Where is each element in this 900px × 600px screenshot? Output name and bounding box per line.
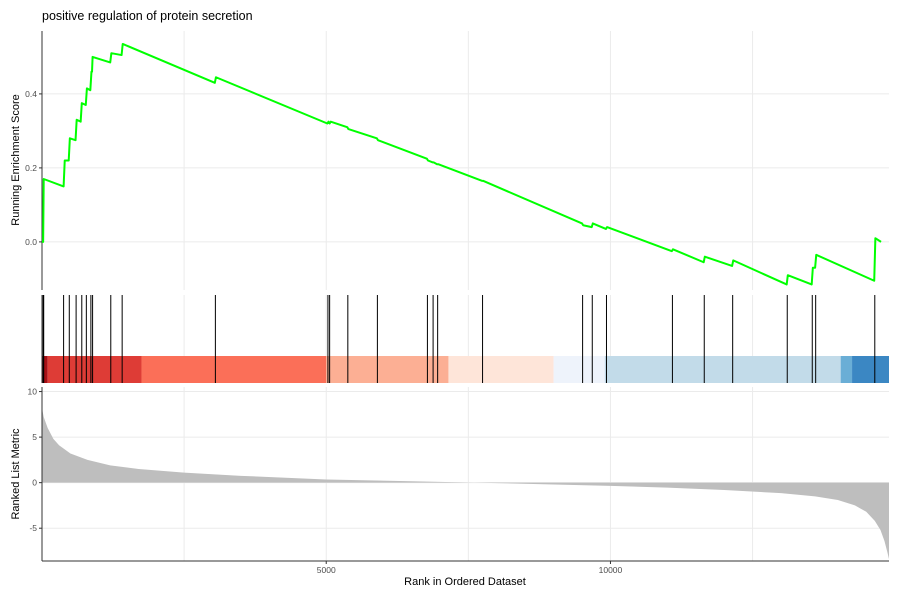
running-score-line-0	[42, 42, 882, 286]
metric-y-tick-label-1: 5	[32, 432, 37, 442]
x-tick-label-0: 5000	[317, 565, 336, 575]
color-band-5	[553, 356, 605, 383]
color-band-3	[326, 356, 449, 383]
metric-y-tick-label-2: 0	[32, 478, 37, 488]
score-y-tick-label-1: 0.2	[25, 163, 37, 173]
x-tick-label-1: 10000	[599, 565, 623, 575]
score-y-axis-title: Running Enrichment Score	[10, 94, 22, 225]
metric-y-tick-label-3: -5	[29, 523, 37, 533]
color-band-7	[840, 356, 853, 383]
color-band-4	[448, 356, 554, 383]
color-band-1	[47, 356, 142, 383]
metric-y-axis-title: Ranked List Metric	[10, 428, 22, 520]
color-band-0	[42, 356, 48, 383]
hits-panel	[41, 295, 889, 383]
x-axis-title: Rank in Ordered Dataset	[404, 576, 526, 588]
ranked-metric-panel: 10 5 0 -5 5000 10000	[28, 387, 889, 575]
ranked-metric-area	[42, 396, 889, 560]
chart-title: positive regulation of protein secretion	[42, 9, 253, 23]
color-band-8	[852, 356, 889, 383]
color-band-6	[604, 356, 841, 383]
running-score-panel: 0.0 0.2 0.4	[25, 31, 889, 290]
score-y-tick-label-2: 0.4	[25, 89, 37, 99]
score-y-tick-label-0: 0.0	[25, 237, 37, 247]
metric-y-tick-label-0: 10	[28, 387, 38, 397]
color-band-2	[141, 356, 327, 383]
